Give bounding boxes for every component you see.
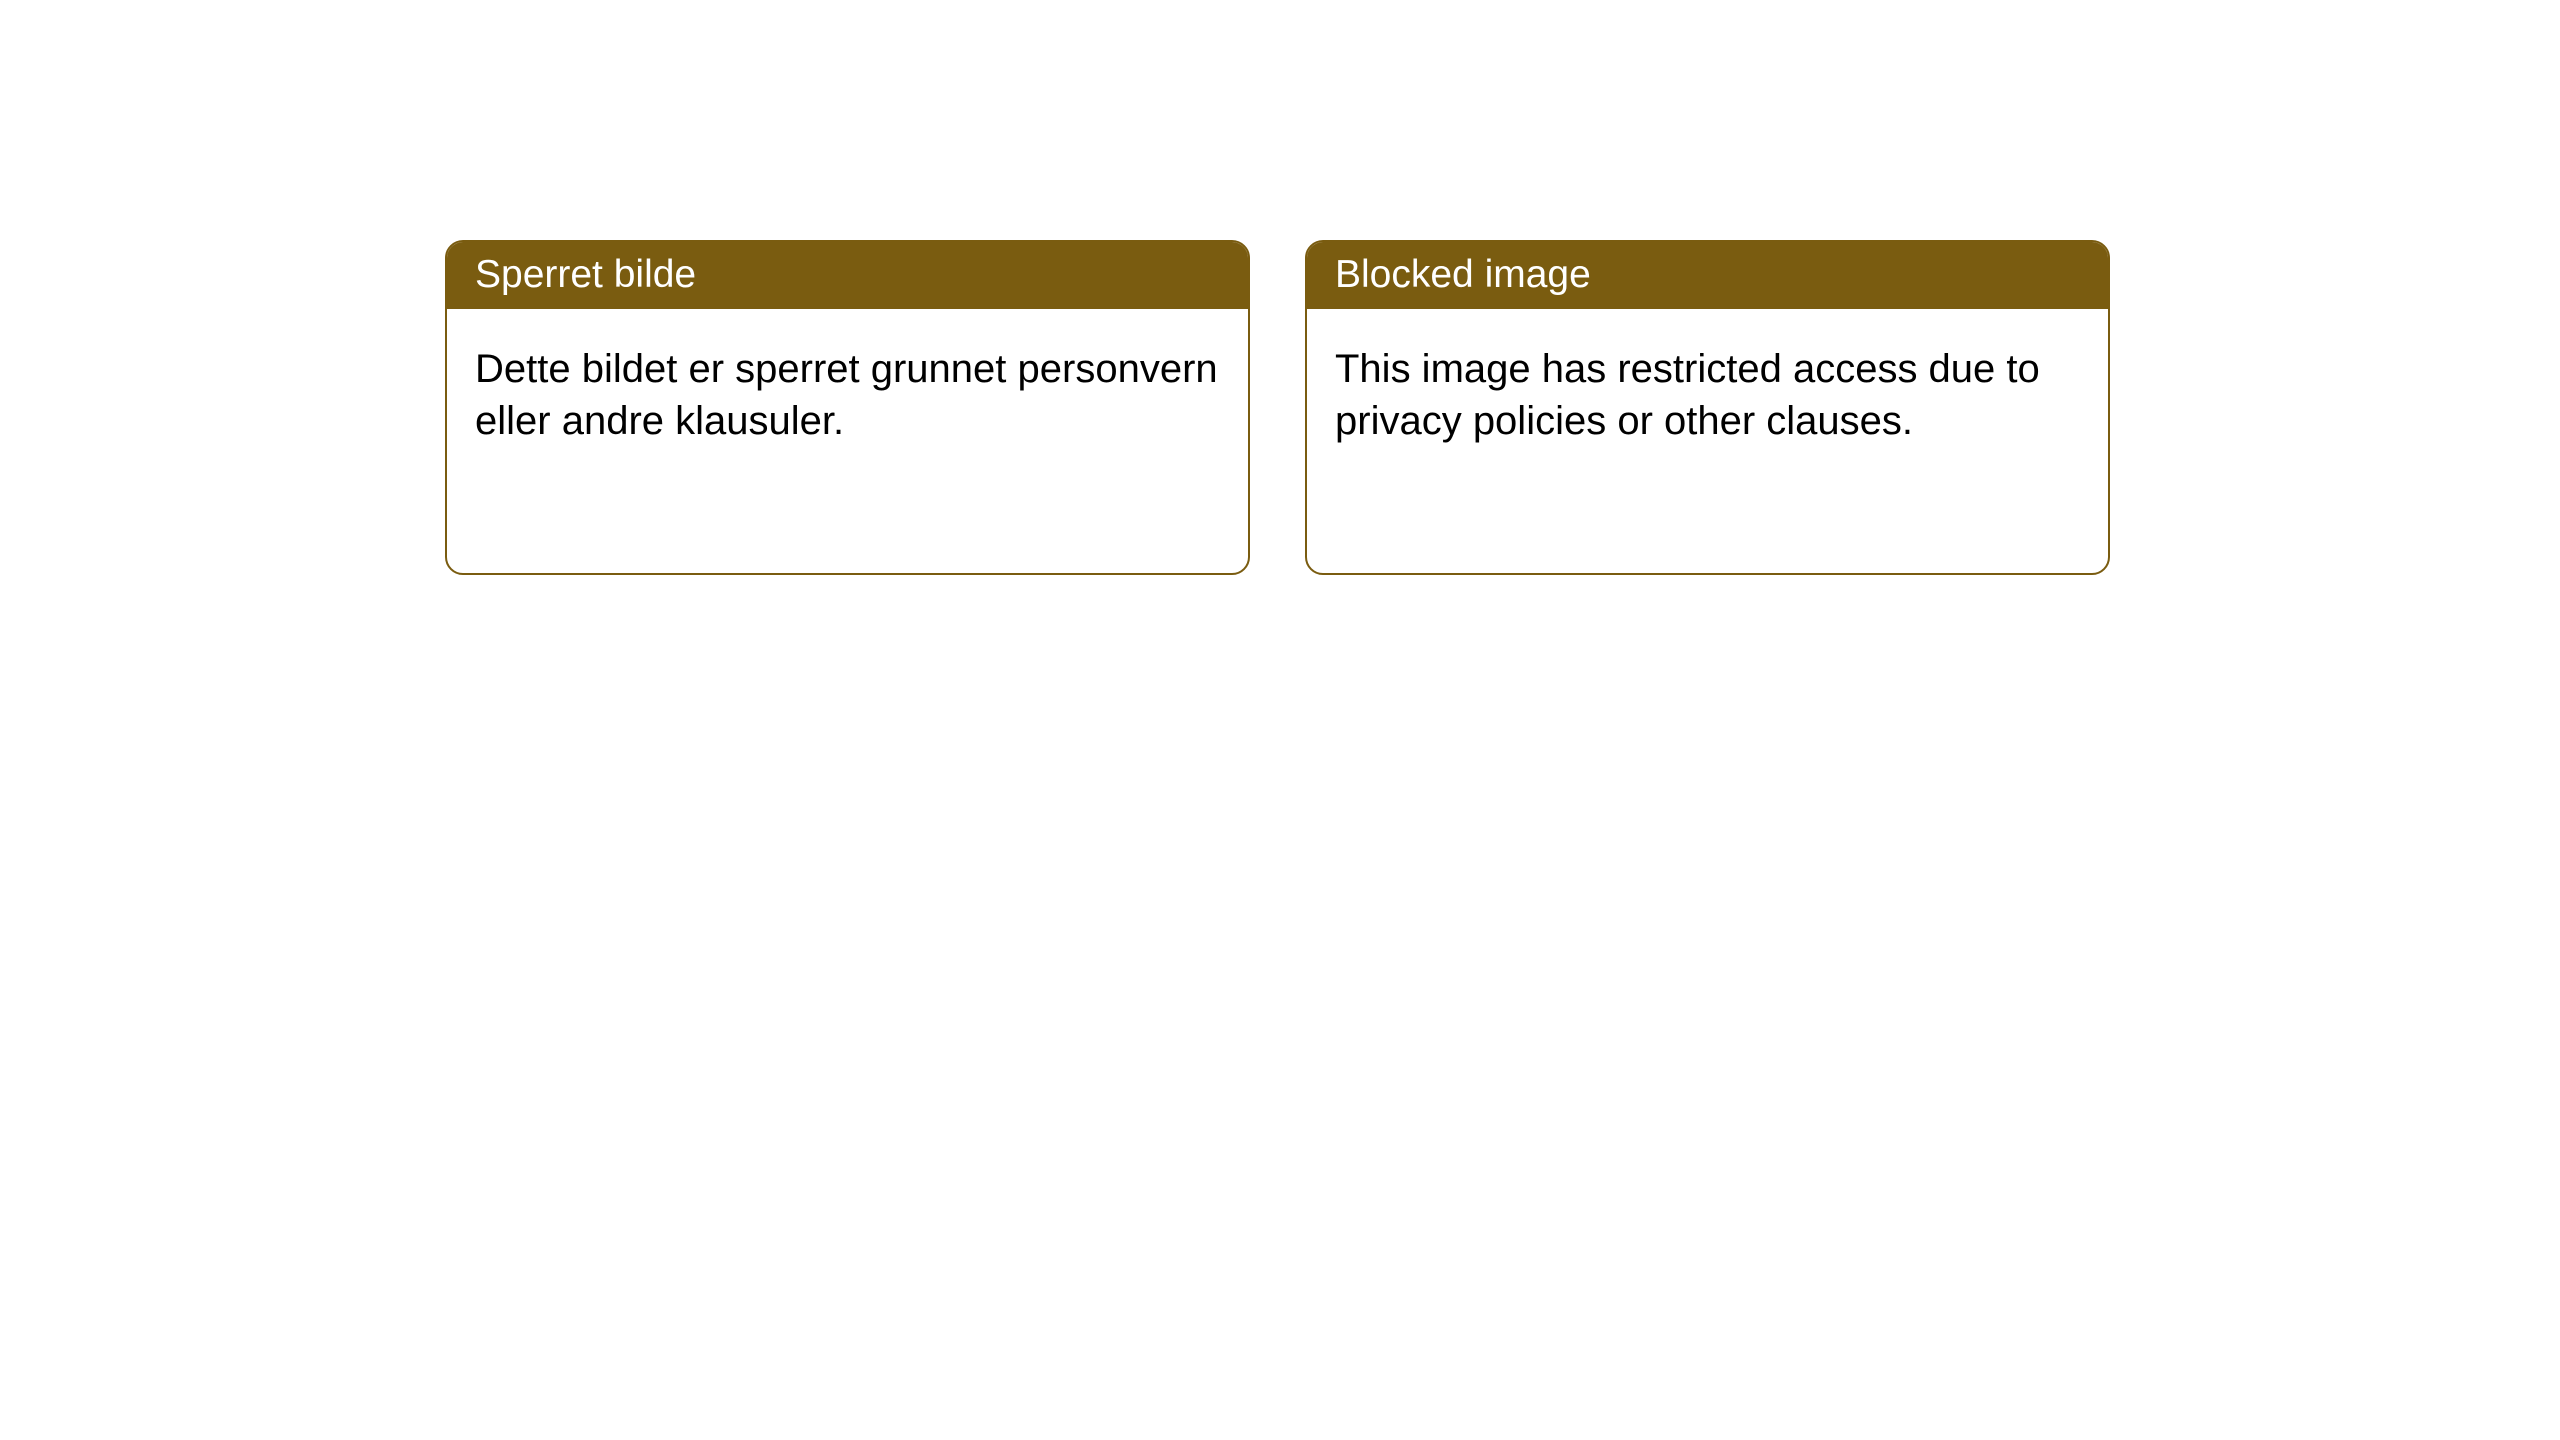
blocked-image-card-no: Sperret bilde Dette bildet er sperret gr…: [445, 240, 1250, 575]
card-header: Blocked image: [1307, 242, 2108, 309]
notice-cards-container: Sperret bilde Dette bildet er sperret gr…: [0, 0, 2560, 575]
card-body: This image has restricted access due to …: [1307, 309, 2108, 481]
card-title: Sperret bilde: [475, 253, 696, 296]
card-header: Sperret bilde: [447, 242, 1248, 309]
card-body: Dette bildet er sperret grunnet personve…: [447, 309, 1248, 481]
card-body-text: Dette bildet er sperret grunnet personve…: [475, 347, 1218, 443]
card-body-text: This image has restricted access due to …: [1335, 347, 2040, 443]
blocked-image-card-en: Blocked image This image has restricted …: [1305, 240, 2110, 575]
card-title: Blocked image: [1335, 253, 1591, 296]
